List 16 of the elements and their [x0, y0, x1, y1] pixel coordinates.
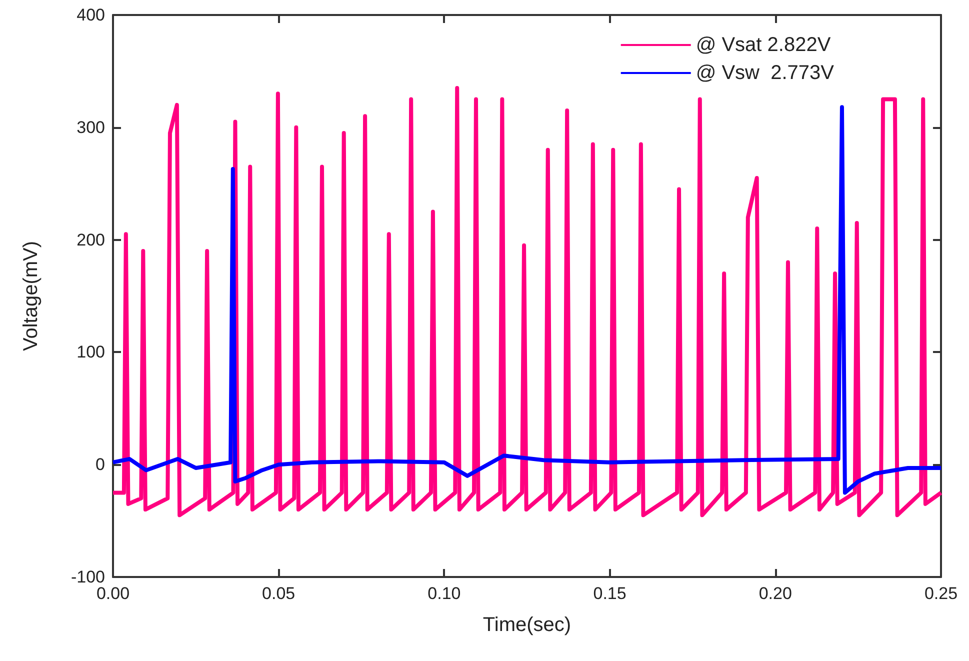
x-tick-label: 0.25 [924, 584, 958, 603]
legend-label: @ Vsw 2.773V [696, 62, 835, 84]
y-tick-label: 300 [76, 118, 105, 137]
x-axis-title: Time(sec) [482, 614, 572, 636]
y-tick-label: 0 [96, 455, 105, 474]
x-tick-label: 0.20 [758, 584, 792, 603]
y-tick-label: 100 [76, 342, 105, 362]
x-tick-label: 0.05 [262, 584, 296, 603]
y-tick-label: -100 [70, 568, 105, 586]
x-tick-label: 0.15 [593, 584, 626, 603]
y-tick-label: 400 [76, 6, 105, 24]
legend-label: @ Vsat 2.822V [696, 34, 832, 56]
x-tick-label: 0.10 [428, 584, 461, 603]
x-tick-label: 0.00 [96, 584, 130, 603]
y-axis-title: Voltage(mV) [20, 240, 42, 352]
y-tick-label: 200 [76, 230, 105, 250]
